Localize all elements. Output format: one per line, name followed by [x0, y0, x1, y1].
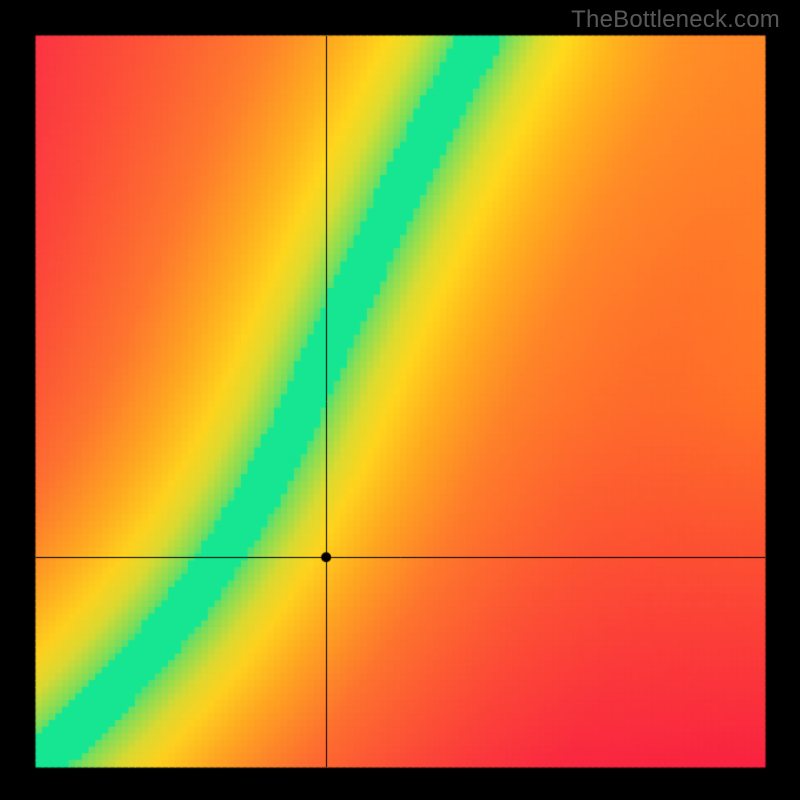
bottleneck-heatmap — [0, 0, 800, 800]
watermark-text: TheBottleneck.com — [571, 6, 780, 34]
chart-container: TheBottleneck.com — [0, 0, 800, 800]
